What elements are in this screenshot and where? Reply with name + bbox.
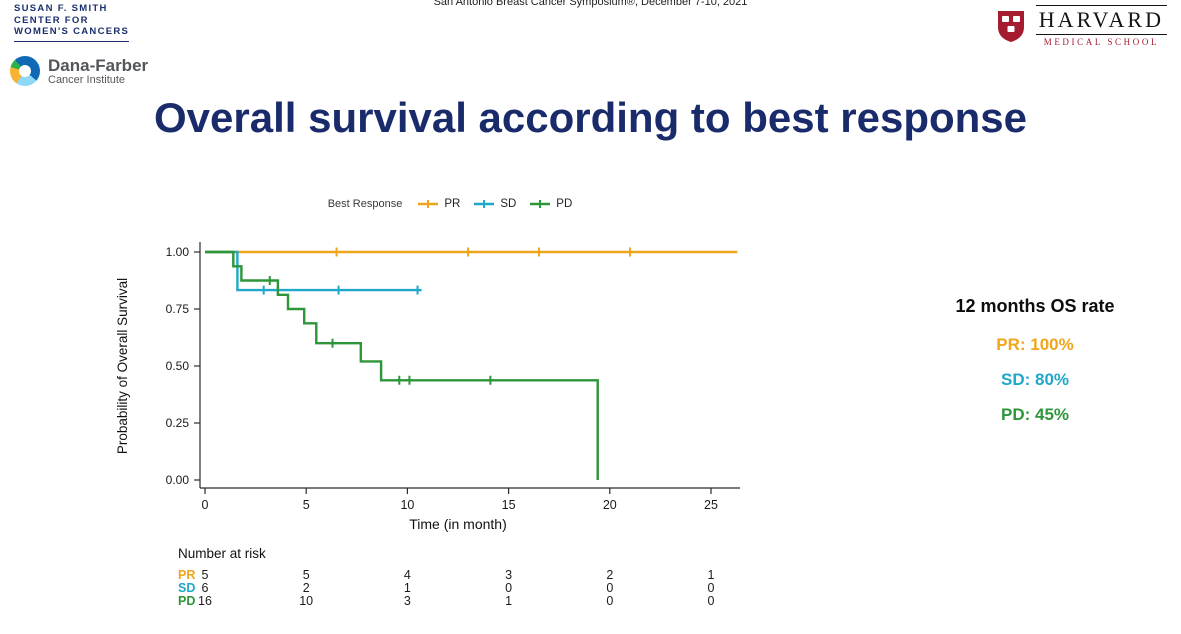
x-tick-label: 0	[202, 498, 209, 512]
chart-legend: Best Response PR SD PD	[0, 198, 900, 210]
risk-value-sd-20: 0	[606, 581, 614, 595]
legend-label-pd: PD	[556, 198, 573, 210]
legend-marker-sd	[474, 200, 495, 208]
legend-label-pr: PR	[444, 198, 461, 210]
km-chart: 0 5 10 15 20 25 0.00 0.25 0.50 0.75 1.00 Time (in m…	[115, 242, 740, 532]
susan-smith-logo: SUSAN F. SMITH CENTER FOR WOMEN'S CANCER…	[14, 3, 130, 42]
risk-value-pr-20: 2	[606, 568, 614, 582]
y-tick-label: 0.75	[166, 302, 190, 316]
risk-value-sd-5: 2	[302, 581, 310, 595]
legend-item-pd: PD	[528, 198, 572, 210]
x-tick-label: 5	[303, 498, 310, 512]
risk-value-sd-25: 0	[707, 581, 715, 595]
y-tick-label: 0.50	[166, 359, 190, 373]
susan-smith-line2: CENTER FOR	[14, 14, 89, 26]
risk-value-pd-5: 10	[299, 594, 314, 608]
dana-farber-name: Dana-Farber	[48, 55, 149, 75]
risk-value-pr-25: 1	[707, 568, 715, 582]
x-tick-label: 15	[502, 498, 516, 512]
risk-row-label-sd: SD	[178, 581, 196, 595]
os-rate-pd: PD: 45%	[1000, 405, 1070, 424]
os-rate-sd: SD: 80%	[1000, 370, 1070, 389]
legend-label-sd: SD	[500, 198, 517, 210]
susan-smith-line1: SUSAN F. SMITH	[14, 3, 108, 14]
risk-value-pr-0: 5	[201, 568, 209, 582]
risk-value-pd-10: 3	[403, 594, 411, 608]
harvard-shield-icon	[997, 11, 1024, 42]
risk-value-pr-5: 5	[302, 568, 310, 582]
os-rate-list: PR: 100% SD: 80% PD: 45%	[905, 335, 1165, 425]
symposium-credit: San Antonio Breast Cancer Symposium®, De…	[433, 0, 748, 8]
km-curve-sd	[205, 250, 422, 292]
legend-item-sd: SD	[472, 198, 516, 210]
risk-value-pr-15: 3	[505, 568, 513, 582]
risk-value-pd-0: 16	[198, 594, 212, 608]
legend-marker-pd	[530, 200, 551, 208]
risk-value-pd-25: 0	[707, 594, 715, 608]
dana-farber-circle-icon	[10, 56, 40, 86]
x-tick-label: 10	[400, 498, 414, 512]
os-rate-heading: 12 months OS rate	[955, 296, 1115, 316]
risk-value-sd-0: 6	[201, 581, 209, 595]
harvard-logo: HARVARD MEDICAL SCHOOL	[996, 5, 1167, 47]
risk-value-sd-15: 0	[505, 581, 513, 595]
harvard-subtitle: MEDICAL SCHOOL	[1043, 37, 1160, 47]
dana-farber-subtitle: Cancer Institute	[48, 73, 126, 86]
risk-value-pr-10: 4	[403, 568, 411, 582]
risk-row-label-pd: PD	[178, 594, 196, 608]
harvard-wordmark: HARVARD MEDICAL SCHOOL	[1035, 5, 1167, 47]
x-tick-label: 25	[704, 498, 718, 512]
x-tick-label: 20	[603, 498, 617, 512]
dana-farber-logo: Dana-Farber Cancer Institute	[10, 56, 148, 86]
legend-marker-pr	[418, 200, 439, 208]
risk-value-sd-10: 1	[403, 581, 411, 595]
y-tick-label: 1.00	[166, 245, 190, 259]
os-rate-panel: 12 months OS rate PR: 100% SD: 80% PD: 45%	[905, 296, 1165, 440]
risk-value-pd-20: 0	[606, 594, 614, 608]
x-axis-label: Time (in month)	[409, 516, 507, 532]
risk-value-pd-15: 1	[505, 594, 513, 608]
km-curve-pd	[205, 250, 599, 480]
harvard-name: HARVARD	[1035, 5, 1167, 35]
susan-smith-line3: WOMEN'S CANCERS	[14, 26, 130, 37]
page-title: Overall survival according to best respo…	[154, 94, 1027, 141]
y-tick-label: 0.25	[166, 416, 190, 430]
y-tick-label: 0.00	[166, 473, 190, 487]
dana-farber-text: Dana-Farber Cancer Institute	[48, 57, 148, 86]
os-rate-pr: PR: 100%	[996, 335, 1074, 354]
legend-title: Best Response	[327, 198, 403, 210]
y-axis-label: Probability of Overall Survival	[115, 278, 130, 454]
legend-item-pr: PR	[416, 198, 460, 210]
risk-row-label-pr: PR	[178, 568, 196, 582]
